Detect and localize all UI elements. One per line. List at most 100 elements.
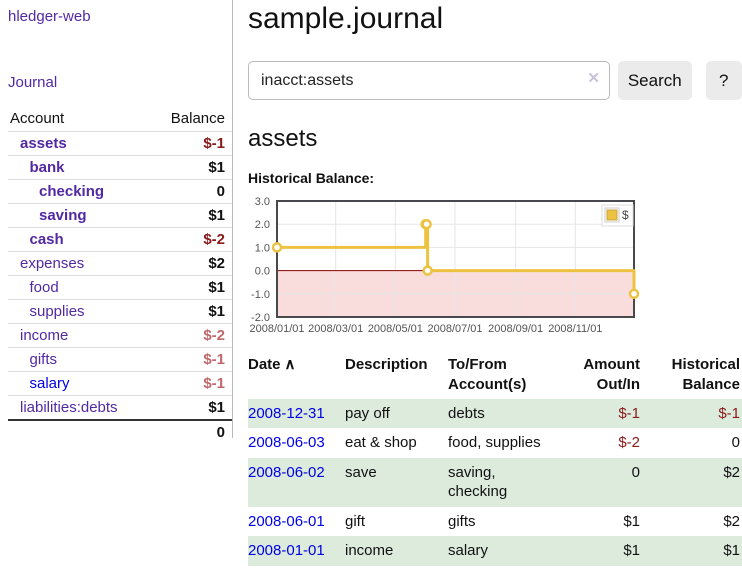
table-row[interactable]: 2008-06-03 eat & shop food, supplies $-2 0 bbox=[248, 428, 742, 458]
account-name-cell: food bbox=[8, 275, 151, 300]
transaction-description: income bbox=[345, 542, 394, 559]
accounts-header-balance: Balance bbox=[170, 110, 225, 127]
account-name-cell: saving bbox=[8, 203, 151, 228]
transaction-accounts: saving, checking bbox=[448, 463, 508, 501]
transaction-amount: $-2 bbox=[618, 434, 640, 451]
table-row[interactable]: 2008-06-02 save saving, checking 0 $2 bbox=[248, 457, 742, 507]
plot-border bbox=[276, 200, 635, 318]
account-balance: $1 bbox=[150, 275, 232, 300]
transaction-date-cell: 2008-06-02 bbox=[248, 458, 345, 507]
transaction-date-link[interactable]: 2008-06-01 bbox=[248, 512, 325, 530]
register-header-date[interactable]: Date ∧ bbox=[248, 356, 296, 373]
account-link[interactable]: income bbox=[20, 327, 69, 344]
account-name-cell: gifts bbox=[8, 347, 151, 372]
account-balance: $1 bbox=[150, 395, 232, 420]
account-row: supplies $1 bbox=[8, 299, 232, 324]
x-axis-tick-label: 2008/03/01 bbox=[308, 323, 363, 335]
register-header-description: Description bbox=[345, 356, 428, 373]
transaction-description: pay off bbox=[345, 404, 390, 422]
accounts-header-row: Account Balance bbox=[8, 107, 232, 132]
account-row: expenses $2 bbox=[8, 251, 232, 276]
transaction-description: eat & shop bbox=[345, 434, 417, 451]
y-axis-tick-label: -2.0 bbox=[251, 312, 270, 324]
account-link[interactable]: checking bbox=[39, 183, 105, 200]
account-row: checking 0 bbox=[8, 179, 232, 204]
account-balance: $1 bbox=[150, 299, 232, 324]
transaction-balance: 0 bbox=[731, 434, 740, 451]
app-title-link[interactable]: hledger-web bbox=[8, 8, 91, 25]
transaction-accounts: food, supplies bbox=[448, 434, 541, 451]
x-axis-tick-label: 2008/01/01 bbox=[249, 323, 304, 335]
accounts-table: Account Balance assets $-1 bank $1 checking 0… bbox=[8, 107, 232, 444]
accounts-total-row: 0 bbox=[8, 419, 232, 444]
transaction-balance: $2 bbox=[723, 463, 740, 481]
transaction-date-link[interactable]: 2008-06-02 bbox=[248, 463, 325, 481]
register-header-amount: Amount Out/In bbox=[583, 356, 640, 394]
data-point bbox=[628, 288, 640, 300]
transaction-date-cell: 2008-06-03 bbox=[248, 428, 345, 458]
account-name-cell: income bbox=[8, 323, 151, 348]
account-row: bank $1 bbox=[8, 155, 232, 180]
transaction-amount: $1 bbox=[623, 512, 640, 530]
sidebar-item-journal[interactable]: Journal bbox=[8, 74, 58, 91]
table-row[interactable]: 2008-01-01 income salary $1 $1 bbox=[248, 536, 742, 566]
account-link[interactable]: food bbox=[29, 279, 59, 296]
data-point bbox=[422, 265, 433, 276]
account-link[interactable]: assets bbox=[20, 135, 67, 152]
register-header-account: To/From Account(s) bbox=[448, 356, 527, 394]
chart-title: Historical Balance: bbox=[248, 170, 375, 186]
transaction-date-link[interactable]: 2008-12-31 bbox=[248, 404, 325, 422]
transaction-balance: $-1 bbox=[718, 404, 740, 422]
account-link[interactable]: cash bbox=[29, 231, 64, 248]
account-link[interactable]: gifts bbox=[29, 351, 58, 368]
account-link[interactable]: salary bbox=[29, 375, 70, 392]
y-axis-tick-label: 2.0 bbox=[255, 219, 270, 231]
account-row: food $1 bbox=[8, 275, 232, 300]
account-link[interactable]: liabilities:debts bbox=[20, 399, 118, 416]
account-name-cell: checking bbox=[8, 179, 151, 204]
account-balance: $1 bbox=[150, 203, 232, 228]
table-row[interactable]: 2008-12-31 pay off debts $-1 $-1 bbox=[248, 398, 742, 428]
data-point bbox=[271, 242, 283, 253]
help-button[interactable]: ? bbox=[705, 61, 742, 100]
search-input[interactable] bbox=[248, 61, 610, 100]
search-button[interactable]: Search bbox=[618, 61, 692, 100]
y-axis-tick-label: 0.0 bbox=[255, 266, 270, 278]
account-link[interactable]: expenses bbox=[20, 255, 85, 272]
transaction-amount: 0 bbox=[631, 463, 640, 481]
transaction-amount: $1 bbox=[623, 542, 640, 559]
x-axis-tick-label: 2008/09/01 bbox=[488, 323, 543, 335]
search-form: ✕ Search ? bbox=[248, 61, 742, 100]
account-balance: $-1 bbox=[150, 371, 232, 396]
register-header-row: Date ∧ Description To/From Account(s) Amo… bbox=[248, 353, 742, 399]
sort-ascending-icon: ∧ bbox=[284, 356, 296, 373]
transaction-accounts: salary bbox=[448, 542, 489, 559]
main-content: sample.journal ✕ Search ? assets Histori… bbox=[248, 0, 742, 566]
transaction-amount: $-1 bbox=[618, 404, 640, 422]
search-box: ✕ bbox=[248, 61, 610, 100]
account-balance: $-1 bbox=[150, 131, 232, 156]
transaction-date-link[interactable]: 2008-06-03 bbox=[248, 434, 325, 451]
account-name-cell: expenses bbox=[8, 251, 151, 276]
clear-search-icon[interactable]: ✕ bbox=[587, 70, 600, 87]
page-title: sample.journal bbox=[248, 2, 444, 35]
account-name-cell: bank bbox=[8, 155, 151, 180]
account-name-cell: cash bbox=[8, 227, 151, 252]
account-row: cash $-2 bbox=[8, 227, 232, 252]
transaction-accounts: gifts bbox=[448, 512, 476, 530]
transaction-description: save bbox=[345, 463, 377, 481]
account-row: saving $1 bbox=[8, 203, 232, 228]
account-link[interactable]: saving bbox=[39, 207, 87, 224]
account-heading: assets bbox=[248, 125, 318, 152]
table-row[interactable]: 2008-06-01 gift gifts $1 $2 bbox=[248, 507, 742, 537]
account-name-cell: supplies bbox=[8, 299, 151, 324]
account-link[interactable]: bank bbox=[29, 159, 65, 176]
account-balance: $-2 bbox=[150, 323, 232, 348]
transaction-date-link[interactable]: 2008-01-01 bbox=[248, 542, 325, 559]
account-row: liabilities:debts $1 bbox=[8, 395, 232, 420]
account-row: salary $-1 bbox=[8, 371, 232, 396]
account-link[interactable]: supplies bbox=[29, 303, 85, 320]
x-axis-tick-label: 2008/11/01 bbox=[548, 323, 602, 335]
transaction-date-cell: 2008-01-01 bbox=[248, 536, 345, 566]
